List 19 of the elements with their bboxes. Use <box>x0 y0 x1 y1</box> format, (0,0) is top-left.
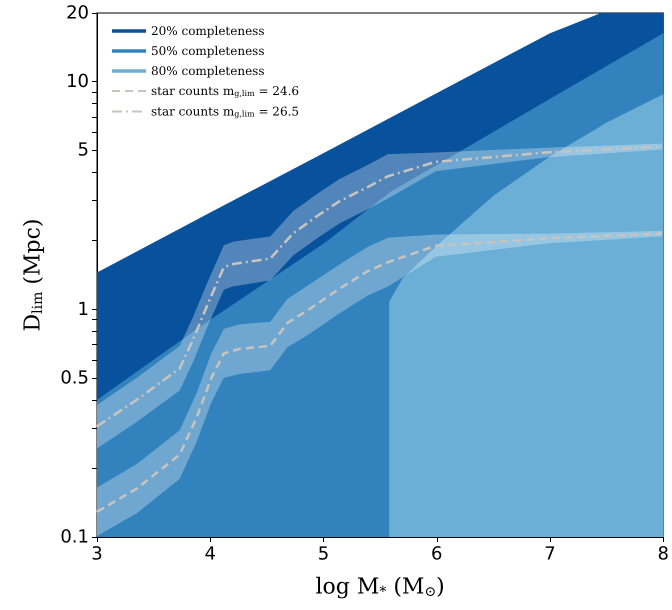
legend-label: star counts mg,lim = 24.6 <box>151 84 300 98</box>
y-tick-label: 5 <box>78 140 89 161</box>
y-tick-label: 0.5 <box>60 367 89 388</box>
y-axis-title: Dlim (Mpc) <box>20 218 46 332</box>
legend-label: 50% completeness <box>151 44 265 58</box>
x-tick-label: 8 <box>658 544 669 564</box>
y-tick-label: 20 <box>66 2 89 24</box>
legend-label: 80% completeness <box>151 64 265 78</box>
x-tick-label: 6 <box>431 544 442 564</box>
x-axis-title: log M* (M⊙) <box>315 574 445 600</box>
y-tick-label: 1 <box>78 298 89 320</box>
x-tick-label: 7 <box>544 544 556 564</box>
legend-label: star counts mg,lim = 26.5 <box>151 104 300 118</box>
legend-label: 20% completeness <box>151 24 265 38</box>
x-tick-label: 4 <box>204 544 216 564</box>
x-tick-label: 3 <box>91 544 103 564</box>
y-tick-label: 10 <box>66 71 89 92</box>
y-tick-label: 0.1 <box>60 526 89 548</box>
x-tick-label: 5 <box>318 544 330 564</box>
